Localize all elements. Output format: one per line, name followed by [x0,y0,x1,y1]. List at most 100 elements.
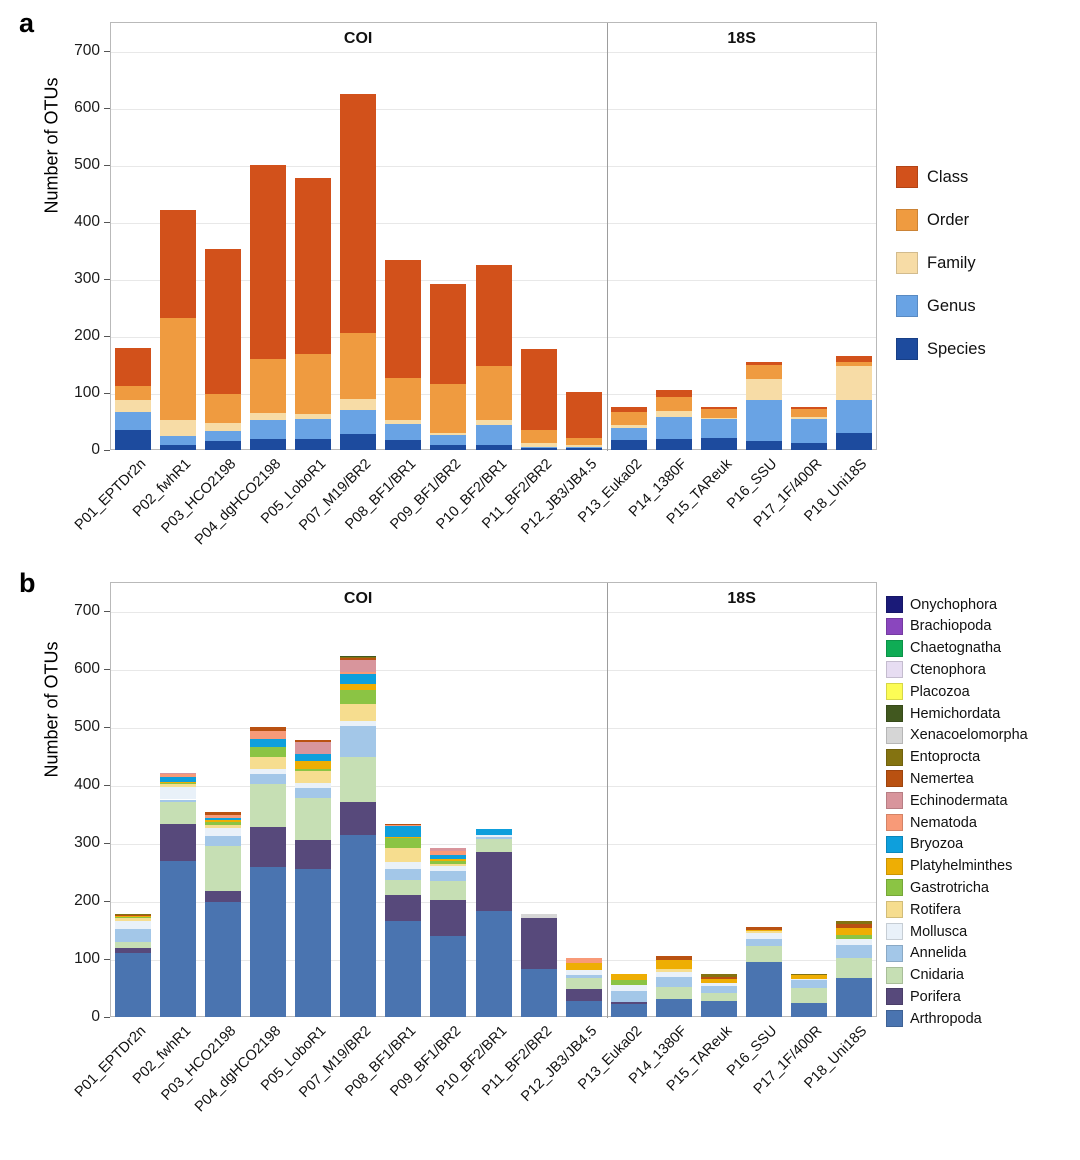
bar-segment-p05-lobor1-bryozoa [295,753,332,761]
bar-segment-p09-bf1-br2-platyhelminthes [430,858,467,861]
legend-label-gastrotricha: Gastrotricha [910,879,989,896]
bar-segment-p16-ssu-mollusca [746,933,783,939]
bar-segment-p03-hco2198-porifera [204,891,241,902]
bar-segment-p01-eptdr2n-gastrotricha [114,916,151,919]
bar-segment-p10-bf2-br1-mollusca [475,835,512,838]
bar-segment-p04-dghco2198-porifera [249,827,286,867]
bar-segment-p11-bf2-br2-order [520,430,557,444]
y-tick-mark-700 [104,611,110,612]
bar-segment-p13-euka02-gastrotricha [610,980,647,986]
bar-segment-p05-lobor1-genus [295,418,332,439]
bar-segment-p15-tareuk-platyhelminthes [701,978,738,984]
bar-segment-p18-uni18s-species [836,432,873,450]
bar-segment-p07-m19-br2-nemertea [340,657,377,660]
bar-segment-p04-dghco2198-nemertea [249,727,286,732]
legend-item-nemertea: Nemertea [886,770,974,788]
y-tick-mark-0 [104,450,110,451]
bar-segment-p03-hco2198-arthropoda [204,901,241,1017]
bar-segment-p10-bf2-br1-genus [475,425,512,445]
bar-segment-p05-lobor1-species [295,438,332,450]
legend-label-rotifera: Rotifera [910,901,961,918]
bar-segment-p09-bf1-br2-species [430,444,467,450]
bar-segment-p09-bf1-br2-class [430,283,467,384]
bar-segment-p16-ssu-class [746,361,783,365]
panel-letter-a: a [19,8,35,38]
bar-segment-p12-jb3-jb4-5-mollusca [565,970,602,976]
bar-segment-p18-uni18s-class [836,355,873,362]
bar-segment-p12-jb3-jb4-5-order [565,438,602,445]
bar-segment-p14-1380f-mollusca [655,972,692,977]
y-tick-mark-500 [104,164,110,166]
y-tick-label-700: 700 [74,602,100,619]
legend-item-porifera: Porifera [886,988,961,1006]
legend-item-ctenophora: Ctenophora [886,661,986,679]
bar-segment-p01-eptdr2n-porifera [114,947,151,953]
legend-swatch-porifera [886,988,903,1006]
bar-segment-p12-jb3-jb4-5-nematoda [565,958,602,964]
y-tick-label-600: 600 [74,660,100,677]
bar-segment-p08-bf1-br1-cnidaria [385,879,422,895]
bar-segment-p09-bf1-br2-nematoda [430,850,467,856]
bar-segment-p08-bf1-br1-rotifera [385,848,422,862]
bar-segment-p09-bf1-br2-family [430,432,467,436]
bar-segment-p02-fwhr1-arthropoda [159,860,196,1017]
legend-item-echinodermata: Echinodermata [886,792,1008,810]
bar-segment-p01-eptdr2n-arthropoda [114,952,151,1017]
bar-segment-p07-m19-br2-genus [340,410,377,434]
gridline-600 [111,670,876,671]
legend-swatch-entoprocta [886,748,903,766]
y-tick-label-100: 100 [74,383,100,401]
y-tick-label-400: 400 [74,776,100,793]
bar-segment-p03-hco2198-mollusca [204,827,241,837]
legend-item-rotifera: Rotifera [886,901,961,919]
bar-segment-p02-fwhr1-echinodermata [159,772,196,774]
bar-segment-p18-uni18s-nemertea [836,924,873,929]
legend-label-nemertea: Nemertea [910,770,974,787]
bar-segment-p08-bf1-br1-annelida [385,869,422,880]
legend-swatch-gastrotricha [886,879,903,897]
legend-swatch-annelida [886,944,903,962]
legend-swatch-genus [896,295,918,317]
bar-segment-p13-euka02-platyhelminthes [610,973,647,981]
gridline-400 [111,222,876,224]
bar-segment-p11-bf2-br2-genus [520,446,557,449]
bar-segment-p13-euka02-genus [610,428,647,441]
y-tick-mark-500 [104,727,110,728]
bar-segment-p01-eptdr2n-order [114,386,151,401]
bar-segment-p09-bf1-br2-annelida [430,871,467,882]
bar-segment-p09-bf1-br2-mollusca [430,866,467,872]
bar-segment-p08-bf1-br1-gastrotricha [385,838,422,849]
bar-segment-p01-eptdr2n-class [114,348,151,387]
legend-label-cnidaria: Cnidaria [910,967,964,984]
legend-label-arthropoda: Arthropoda [910,1010,982,1027]
bar-segment-p10-bf2-br1-species [475,444,512,450]
bar-segment-p03-hco2198-bryozoa [204,818,241,820]
bar-segment-p03-hco2198-nematoda [204,814,241,819]
bar-segment-p15-tareuk-nemertea [701,976,738,979]
bar-segment-p08-bf1-br1-platyhelminthes [385,837,422,839]
gridline-600 [111,108,876,110]
bar-segment-p15-tareuk-annelida [701,986,738,993]
bar-segment-p18-uni18s-family [836,366,873,401]
bar-segment-p03-hco2198-cnidaria [204,845,241,892]
bar-segment-p17-1f-400r-species [791,443,828,450]
legend-swatch-xenacoelomorpha [886,726,903,744]
bar-segment-p07-m19-br2-family [340,398,377,411]
bar-segment-p17-1f-400r-arthropoda [791,1002,828,1017]
bar-segment-p03-hco2198-family [204,422,241,432]
bar-segment-p04-dghco2198-species [249,438,286,450]
legend-swatch-chaetognatha [886,639,903,657]
y-axis-label: Number of OTUs [41,77,62,214]
bar-segment-p07-m19-br2-arthropoda [340,835,377,1017]
bar-segment-p16-ssu-annelida [746,938,783,947]
bar-segment-p09-bf1-br2-rotifera [430,864,467,867]
bar-segment-p05-lobor1-cnidaria [295,798,332,840]
bar-segment-p07-m19-br2-annelida [340,726,377,758]
y-tick-label-500: 500 [74,155,100,173]
bar-segment-p03-hco2198-species [204,441,241,450]
bar-segment-p02-fwhr1-genus [159,436,196,446]
bar-segment-p09-bf1-br2-porifera [430,899,467,936]
bar-segment-p17-1f-400r-entoprocta [791,973,828,975]
legend-label-bryozoa: Bryozoa [910,836,964,853]
